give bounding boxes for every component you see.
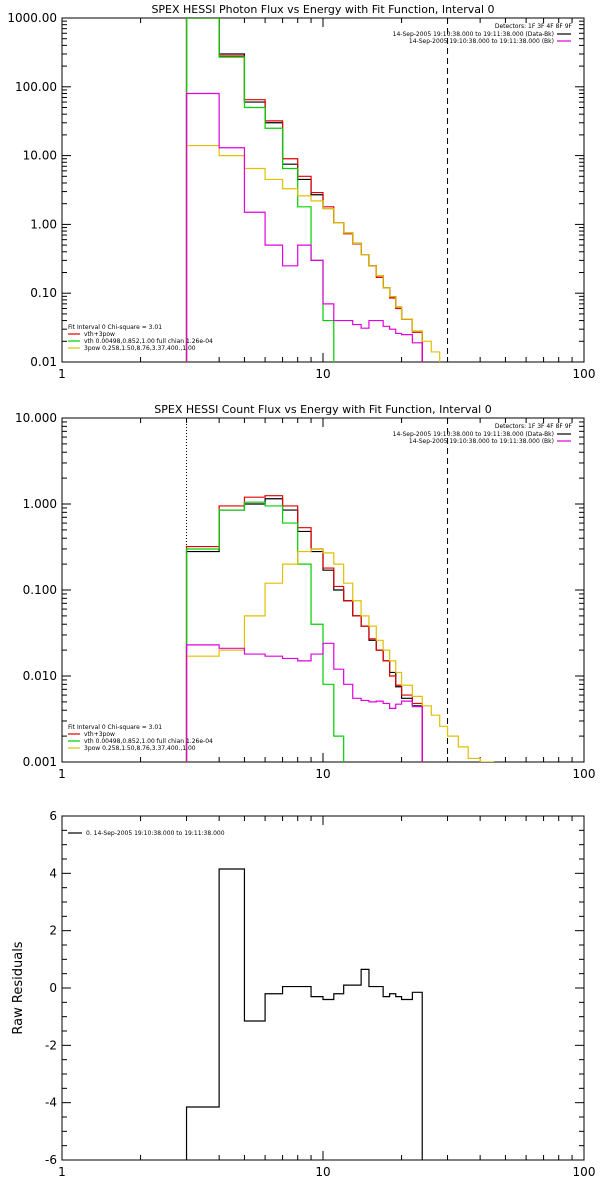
series-vth-3pow: [185, 18, 423, 362]
data-series-group: [185, 868, 423, 1160]
y-tick-label: 0.100: [23, 583, 57, 597]
series-data-bk: [185, 498, 423, 762]
x-tick-label: 100: [573, 1165, 596, 1179]
y-tick-label: 1000.00: [7, 11, 57, 25]
y-tick-label: 4: [49, 866, 57, 880]
photon-flux-panel: SPEX HESSI Photon Flux vs Energy with Fi…: [7, 3, 595, 381]
x-tick-label: 100: [573, 767, 596, 781]
x-tick-label: 1: [58, 367, 66, 381]
series-vth: [185, 501, 345, 762]
y-tick-label: 1.000: [23, 497, 57, 511]
detectors-label: Detectors: 1F 3F 4F 8F 9F: [495, 23, 573, 30]
fit-legend-entry: 3pow 0.258,1.50,8.76,3.37,400.,1.00: [84, 745, 196, 752]
fit-legend-entry: 3pow 0.258,1.50,8.76,3.37,400.,1.00: [84, 345, 196, 352]
series-data-bk: [185, 18, 423, 362]
series-bk: [185, 642, 423, 762]
y-tick-label: 10.000: [15, 411, 57, 425]
y-tick-label: -4: [45, 1096, 57, 1110]
x-tick-label: 100: [573, 367, 596, 381]
series-3pow: [185, 548, 495, 762]
x-tick-label: 1: [58, 767, 66, 781]
y-tick-label: 6: [49, 809, 57, 823]
y-axis: -6 -4 -2 0 2 4 6: [45, 809, 584, 1167]
y-tick-label: 100.00: [15, 80, 57, 94]
x-tick-label: 10: [315, 767, 330, 781]
detectors-label: Detectors: 1F 3F 4F 8F 9F: [495, 423, 573, 430]
data-series-group: [185, 495, 495, 762]
series-0-14-sep-2005-19-10-38-000-to-19-11-38-000: [185, 868, 423, 1160]
y-tick-label: 1.00: [30, 217, 57, 231]
y-axis: 0.001 0.010 0.100 1.000 10.000: [15, 411, 584, 769]
residuals-panel: 1 10 100 -6 -4 -2 0 2 4 6 Raw Residuals 0. 14-Sep-2…: [11, 809, 595, 1179]
y-tick-label: 10.00: [23, 149, 57, 163]
y-axis-label: Raw Residuals: [11, 941, 26, 1034]
fit-legend-entry: Fit Interval 0 Chi-square = 3.01: [68, 724, 162, 731]
series-bk: [185, 92, 423, 362]
legend-entry: 14-Sep-2005 19:10:38.000 to 19:11:38.000…: [393, 431, 554, 438]
x-axis: 1 10 100: [58, 418, 595, 781]
y-axis: 0.01 0.10 1.00 10.00 100.00 1000.00: [7, 11, 584, 369]
y-tick-label: 0.10: [30, 286, 57, 300]
x-axis: 1 10 100: [58, 816, 595, 1179]
plot-frame: [61, 815, 585, 1161]
series-vth: [185, 18, 335, 362]
fit-legend-entry: vth 0.00498,0.852,1.00 full chian 1.26e-…: [84, 738, 213, 745]
series-3pow: [185, 144, 441, 362]
series-vth-3pow: [185, 495, 423, 762]
chart-title: SPEX HESSI Count Flux vs Energy with Fit…: [154, 403, 491, 416]
x-tick-label: 1: [58, 1165, 66, 1179]
legend-entry: 14-Sep-2005 19:10:38.000 to 19:11:38.000…: [393, 31, 554, 38]
x-tick-label: 10: [315, 1165, 330, 1179]
data-series-group: [185, 18, 441, 362]
y-tick-label: 0.01: [30, 355, 57, 369]
legend-entry: 0. 14-Sep-2005 19:10:38.000 to 19:11:38.…: [86, 830, 225, 837]
y-tick-label: 0: [49, 981, 57, 995]
x-tick-label: 10: [315, 367, 330, 381]
legend-entry: 14-Sep-2005 19:10:38.000 to 19:11:38.000…: [409, 438, 554, 445]
x-axis: 1 10 100: [58, 18, 595, 381]
count-flux-panel: SPEX HESSI Count Flux vs Energy with Fit…: [15, 403, 595, 781]
legend-entry: 14-Sep-2005 19:10:38.000 to 19:11:38.000…: [409, 38, 554, 45]
y-tick-label: 0.010: [23, 669, 57, 683]
chart-title: SPEX HESSI Photon Flux vs Energy with Fi…: [151, 3, 494, 16]
y-tick-label: -6: [45, 1153, 57, 1167]
y-tick-label: 2: [49, 924, 57, 938]
fit-legend-entry: Fit Interval 0 Chi-square = 3.01: [68, 324, 162, 331]
fit-legend-entry: vth+3pow: [84, 731, 115, 738]
y-tick-label: 0.001: [23, 755, 57, 769]
fit-legend-entry: vth+3pow: [84, 331, 115, 338]
fit-legend-entry: vth 0.00498,0.852,1.00 full chian 1.26e-…: [84, 338, 213, 345]
y-tick-label: -2: [45, 1038, 57, 1052]
plot-frame: [61, 417, 585, 763]
